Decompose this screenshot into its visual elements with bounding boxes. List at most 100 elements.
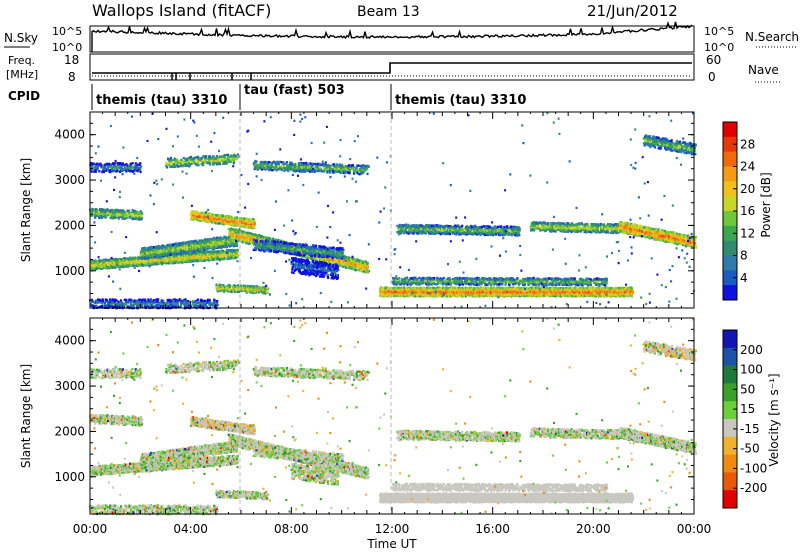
power-cell (247, 237, 250, 241)
power-cell (287, 242, 290, 245)
power-cell (175, 252, 178, 256)
power-cell (355, 259, 358, 262)
power-cell (167, 157, 170, 160)
power-cell (97, 261, 100, 264)
power-cell (314, 255, 317, 258)
power-cell (159, 262, 162, 265)
power-cell (333, 253, 336, 256)
power-cell (251, 223, 254, 226)
power-cell (364, 265, 368, 268)
power-cell (355, 166, 358, 169)
power-cell (292, 169, 295, 172)
power-cell (197, 254, 200, 258)
power-cell (181, 256, 184, 259)
power-cell (273, 242, 276, 246)
power-cell (142, 262, 145, 266)
power-cell (209, 250, 212, 253)
power-cell (151, 251, 154, 254)
power-cell (186, 241, 189, 244)
power-cell (116, 162, 119, 165)
power-cell (195, 163, 198, 166)
power-cell (209, 253, 212, 256)
power-cell (316, 169, 319, 173)
power-cell (347, 264, 350, 268)
power-cell (198, 253, 201, 256)
power-cell (148, 260, 151, 263)
power-cell (298, 251, 301, 254)
power-cell (186, 260, 189, 264)
power-cell (302, 169, 305, 172)
power-cell (180, 242, 183, 245)
power-cell (261, 160, 264, 164)
power-cell (252, 225, 255, 228)
power-cell (329, 166, 332, 169)
power-cell (307, 163, 310, 166)
power-cell (187, 242, 190, 245)
power-cell (316, 166, 319, 170)
power-cell (146, 247, 150, 250)
power-cell (190, 243, 193, 246)
power-cell (367, 269, 370, 273)
power-cell (131, 256, 134, 259)
power-cell (192, 240, 195, 243)
power-cell (174, 252, 177, 256)
power-cell (333, 163, 336, 166)
power-cell (221, 242, 224, 245)
power-cell (219, 218, 222, 221)
power-cell (302, 162, 305, 165)
power-cell (245, 239, 248, 242)
power-cell (245, 225, 248, 228)
power-cell (228, 220, 231, 224)
power-cell (253, 241, 256, 244)
power-cell (204, 238, 207, 241)
power-cell (191, 256, 194, 259)
power-cell (232, 235, 235, 238)
power-cell (329, 167, 332, 170)
power-cell (218, 250, 221, 254)
freq-spikes (171, 73, 252, 80)
power-cell (100, 267, 103, 270)
station-title: Wallops Island (fitACF) (92, 1, 271, 20)
power-cell (197, 242, 200, 245)
power-cell (285, 248, 288, 251)
power-cell (257, 245, 261, 249)
power-cell (125, 216, 128, 220)
power-cell (248, 226, 251, 229)
power-cell (131, 166, 134, 169)
power-cell (236, 248, 239, 252)
power-cell (269, 249, 272, 252)
power-cell (254, 248, 257, 251)
power-cell (133, 264, 136, 267)
power-cell (183, 254, 186, 257)
freq-label: Freq. (8, 54, 35, 67)
power-cell (244, 222, 247, 225)
power-cell (151, 263, 154, 266)
power-cell (155, 258, 158, 261)
power-cell (351, 265, 354, 268)
power-cell (214, 238, 217, 242)
power-cell (200, 211, 203, 214)
power-cell (345, 165, 348, 168)
power-cell (214, 241, 217, 244)
power-cell (293, 164, 296, 167)
power-cell (164, 251, 167, 254)
power-cell (216, 241, 219, 244)
power-cell (136, 163, 139, 166)
power-cell (219, 236, 222, 239)
power-cell (242, 225, 245, 228)
power-cell (300, 166, 303, 169)
power-cell (290, 247, 293, 250)
power-cell (358, 266, 361, 269)
power-cell (113, 262, 116, 266)
power-cell (202, 212, 205, 216)
power-cell (311, 251, 314, 255)
power-cell (215, 216, 219, 219)
power-cell (210, 239, 213, 243)
power-cell (365, 268, 369, 271)
power-cell (231, 250, 234, 253)
power-cell (229, 237, 232, 240)
power-cell (319, 254, 322, 257)
power-cell (193, 215, 196, 219)
power-cell (157, 244, 160, 248)
power-cell (141, 247, 144, 250)
